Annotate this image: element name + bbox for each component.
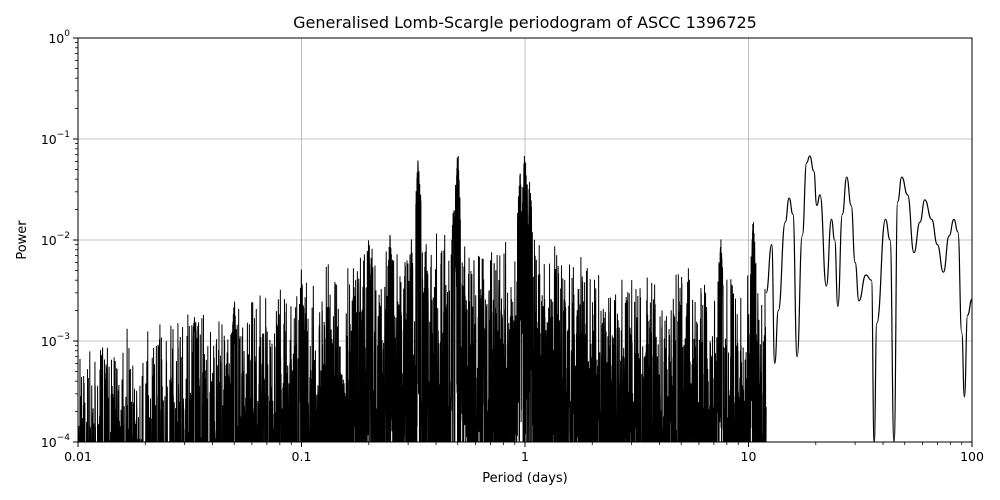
x-tick-label: 10	[741, 449, 757, 464]
y-tick-label: 10−3	[41, 332, 70, 349]
y-axis: 10−4 10−3 10−2 10−1 100	[41, 29, 78, 450]
series-group	[78, 155, 972, 442]
x-axis: 0.01 0.1 1 10 100	[64, 442, 984, 464]
y-tick-label: 10−1	[41, 130, 70, 147]
periodogram-line-noise	[78, 155, 767, 442]
x-tick-label: 0.01	[64, 449, 92, 464]
plot-area	[78, 155, 972, 442]
x-tick-label: 1	[521, 449, 529, 464]
y-axis-label: Power	[15, 220, 30, 260]
x-tick-label: 0.1	[292, 449, 312, 464]
y-tick-label: 10−4	[41, 433, 70, 450]
y-tick-label: 10−2	[41, 231, 70, 248]
x-axis-label: Period (days)	[482, 471, 568, 486]
y-tick-label: 100	[48, 29, 70, 46]
x-tick-label: 100	[960, 449, 984, 464]
chart-title: Generalised Lomb-Scargle periodogram of …	[293, 13, 757, 32]
periodogram-line-long-period	[765, 155, 972, 442]
